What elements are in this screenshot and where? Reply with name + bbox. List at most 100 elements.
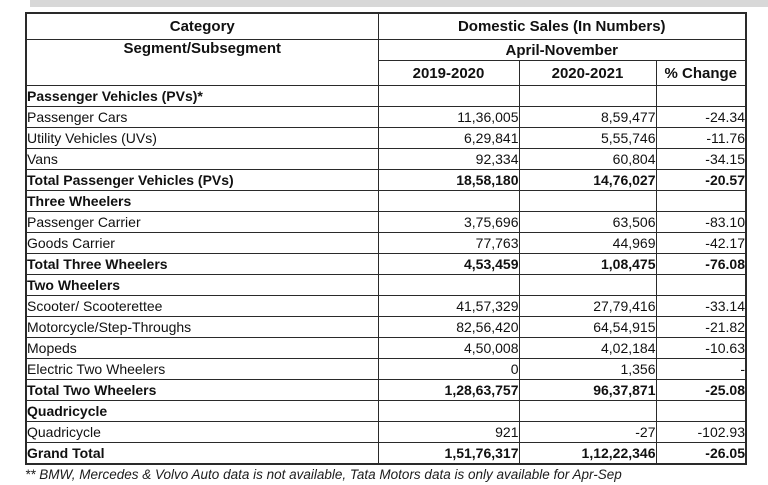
percent-change-cell bbox=[655, 190, 747, 212]
value-2020-2021-cell: 8,59,477 bbox=[518, 106, 657, 128]
row-label-cell: Passenger Carrier bbox=[25, 211, 379, 233]
value-2020-2021-cell: 60,804 bbox=[518, 148, 657, 170]
percent-change-cell: -102.93 bbox=[655, 421, 747, 443]
section-row: Passenger Vehicles (PVs)* bbox=[25, 85, 747, 107]
row-label-cell: Total Two Wheelers bbox=[25, 379, 379, 401]
percent-change-header-cell: % Change bbox=[655, 60, 747, 86]
row-label-cell: Quadricycle bbox=[25, 400, 379, 422]
total-row: Total Two Wheelers 1,28,63,757 96,37,871 -2… bbox=[25, 379, 747, 401]
table-body: Passenger Vehicles (PVs)* Passenger Cars 1… bbox=[25, 85, 747, 464]
value-2019-2020-cell: 4,53,459 bbox=[377, 253, 520, 275]
percent-change-cell: -24.34 bbox=[655, 106, 747, 128]
table-row: Goods Carrier 77,763 44,969 -42.17 bbox=[25, 232, 747, 254]
percent-change-cell bbox=[655, 400, 747, 422]
row-label-cell: Goods Carrier bbox=[25, 232, 379, 254]
percent-change-cell: -25.08 bbox=[655, 379, 747, 401]
table-row: Passenger Cars 11,36,005 8,59,477 -24.34 bbox=[25, 106, 747, 128]
value-2019-2020-cell: 921 bbox=[377, 421, 520, 443]
header-row-category: Category Domestic Sales (In Numbers) bbox=[25, 12, 747, 40]
value-2020-2021-cell: 44,969 bbox=[518, 232, 657, 254]
value-2019-2020-cell: 3,75,696 bbox=[377, 211, 520, 233]
percent-change-cell: -42.17 bbox=[655, 232, 747, 254]
percent-change-cell: -20.57 bbox=[655, 169, 747, 191]
value-2019-2020-cell: 82,56,420 bbox=[377, 316, 520, 338]
value-2020-2021-cell bbox=[518, 400, 657, 422]
percent-change-cell: -26.05 bbox=[655, 442, 747, 464]
value-2019-2020-cell: 41,57,329 bbox=[377, 295, 520, 317]
table-row: Vans 92,334 60,804 -34.15 bbox=[25, 148, 747, 170]
value-2020-2021-cell: 63,506 bbox=[518, 211, 657, 233]
percent-change-cell bbox=[655, 85, 747, 107]
value-2020-2021-cell: 4,02,184 bbox=[518, 337, 657, 359]
section-row: Two Wheelers bbox=[25, 274, 747, 296]
total-row: Grand Total 1,51,76,317 1,12,22,346 -26.05 bbox=[25, 442, 747, 464]
percent-change-cell: -21.82 bbox=[655, 316, 747, 338]
year-2019-2020-header-cell: 2019-2020 bbox=[377, 60, 520, 86]
value-2019-2020-cell: 1,51,76,317 bbox=[377, 442, 520, 464]
percent-change-cell: - bbox=[655, 358, 747, 380]
row-label-cell: Vans bbox=[25, 148, 379, 170]
domestic-sales-header-cell: Domestic Sales (In Numbers) bbox=[377, 12, 747, 40]
header-row-period: Segment/Subsegment April-November bbox=[25, 39, 747, 86]
table-row: Quadricycle 921 -27 -102.93 bbox=[25, 421, 747, 443]
value-2020-2021-cell: 96,37,871 bbox=[518, 379, 657, 401]
value-2019-2020-cell: 77,763 bbox=[377, 232, 520, 254]
row-label-cell: Electric Two Wheelers bbox=[25, 358, 379, 380]
percent-change-cell: -76.08 bbox=[655, 253, 747, 275]
section-row: Quadricycle bbox=[25, 400, 747, 422]
row-label-cell: Passenger Cars bbox=[25, 106, 379, 128]
value-2020-2021-cell: 1,356 bbox=[518, 358, 657, 380]
row-label-cell: Utility Vehicles (UVs) bbox=[25, 127, 379, 149]
percent-change-cell: -34.15 bbox=[655, 148, 747, 170]
value-2019-2020-cell bbox=[377, 85, 520, 107]
value-2019-2020-cell bbox=[377, 400, 520, 422]
row-label-cell: Quadricycle bbox=[25, 421, 379, 443]
period-header-cell: April-November bbox=[377, 39, 747, 61]
row-label-cell: Scooter/ Scooterettee bbox=[25, 295, 379, 317]
total-row: Total Passenger Vehicles (PVs) 18,58,180 1… bbox=[25, 169, 747, 191]
value-2020-2021-cell: 5,55,746 bbox=[518, 127, 657, 149]
value-2019-2020-cell: 18,58,180 bbox=[377, 169, 520, 191]
value-2019-2020-cell: 4,50,008 bbox=[377, 337, 520, 359]
value-2019-2020-cell bbox=[377, 190, 520, 212]
row-label-cell: Motorcycle/Step-Throughs bbox=[25, 316, 379, 338]
segment-subsegment-header-cell: Segment/Subsegment bbox=[25, 39, 379, 86]
value-2019-2020-cell: 11,36,005 bbox=[377, 106, 520, 128]
top-divider bbox=[30, 0, 768, 7]
value-2019-2020-cell: 6,29,841 bbox=[377, 127, 520, 149]
value-2020-2021-cell: -27 bbox=[518, 421, 657, 443]
row-label-cell: Passenger Vehicles (PVs)* bbox=[25, 85, 379, 107]
value-2019-2020-cell: 92,334 bbox=[377, 148, 520, 170]
year-2020-2021-header-cell: 2020-2021 bbox=[518, 60, 657, 86]
table-row: Passenger Carrier 3,75,696 63,506 -83.10 bbox=[25, 211, 747, 233]
percent-change-cell: -10.63 bbox=[655, 337, 747, 359]
table-row: Utility Vehicles (UVs) 6,29,841 5,55,746 -1… bbox=[25, 127, 747, 149]
value-2020-2021-cell bbox=[518, 190, 657, 212]
header-row-years: 2019-2020 2020-2021 % Change bbox=[26, 60, 747, 86]
row-label-cell: Mopeds bbox=[25, 337, 379, 359]
value-2020-2021-cell bbox=[518, 274, 657, 296]
percent-change-cell: -33.14 bbox=[655, 295, 747, 317]
value-2019-2020-cell: 0 bbox=[377, 358, 520, 380]
percent-change-cell: -83.10 bbox=[655, 211, 747, 233]
total-row: Total Three Wheelers 4,53,459 1,08,475 -76.… bbox=[25, 253, 747, 275]
table-row: Mopeds 4,50,008 4,02,184 -10.63 bbox=[25, 337, 747, 359]
table-header: Category Domestic Sales (In Numbers) Seg… bbox=[25, 12, 747, 86]
table-row: Scooter/ Scooterettee 41,57,329 27,79,416-… bbox=[25, 295, 747, 317]
row-label-cell: Grand Total bbox=[25, 442, 379, 464]
row-label-cell: Two Wheelers bbox=[25, 274, 379, 296]
table-row: Electric Two Wheelers 0 1,356- bbox=[25, 358, 747, 380]
row-label-cell: Total Passenger Vehicles (PVs) bbox=[25, 169, 379, 191]
row-label-cell: Total Three Wheelers bbox=[25, 253, 379, 275]
value-2020-2021-cell: 64,54,915 bbox=[518, 316, 657, 338]
value-2020-2021-cell: 27,79,416 bbox=[518, 295, 657, 317]
percent-change-cell bbox=[655, 274, 747, 296]
domestic-sales-table: Category Domestic Sales (In Numbers) Seg… bbox=[25, 12, 747, 465]
table-row: Motorcycle/Step-Throughs 82,56,420 64,54,9… bbox=[25, 316, 747, 338]
value-2019-2020-cell: 1,28,63,757 bbox=[377, 379, 520, 401]
value-2019-2020-cell bbox=[377, 274, 520, 296]
row-label-cell: Three Wheelers bbox=[25, 190, 379, 212]
percent-change-cell: -11.76 bbox=[655, 127, 747, 149]
section-row: Three Wheelers bbox=[25, 190, 747, 212]
value-2020-2021-cell bbox=[518, 85, 657, 107]
